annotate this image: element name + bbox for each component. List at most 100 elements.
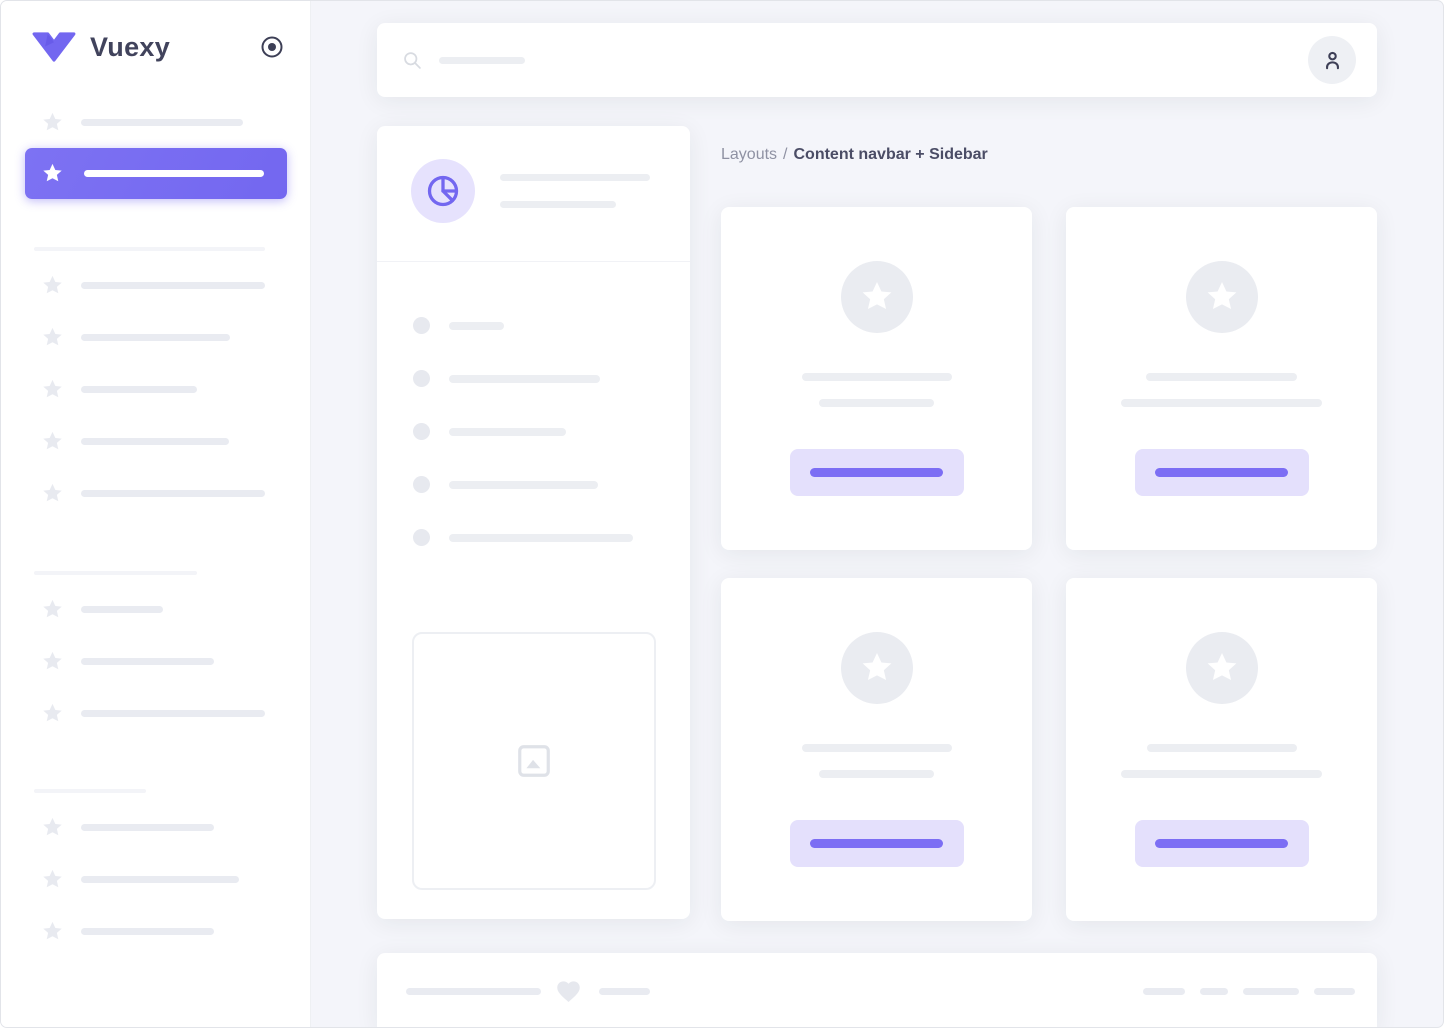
sidebar-nav — [1, 63, 310, 957]
title-placeholder-bar — [500, 174, 650, 181]
star-icon — [41, 920, 64, 943]
footer-link-placeholder — [1314, 987, 1355, 995]
sidebar-item-label-placeholder — [81, 385, 197, 393]
breadcrumb: Layouts / Content navbar + Sidebar — [721, 146, 1377, 164]
list-item-label-placeholder — [449, 533, 633, 542]
footer-text-placeholder — [599, 987, 650, 995]
card-action-button[interactable] — [789, 820, 964, 867]
sidebar-item[interactable] — [1, 635, 310, 687]
pie-chart-icon — [427, 175, 459, 207]
star-icon — [859, 650, 895, 686]
star-icon — [41, 111, 64, 134]
footer-link-placeholder — [1200, 987, 1228, 995]
list-item-label-placeholder — [449, 480, 598, 489]
button-label-placeholder — [1155, 839, 1288, 848]
card-title-placeholder — [1146, 744, 1297, 752]
sidebar-item-label-placeholder — [81, 875, 239, 883]
sidebar-section-header — [34, 247, 265, 251]
footer — [377, 953, 1377, 1027]
button-label-placeholder — [1155, 468, 1288, 477]
menu-pin-toggle[interactable] — [260, 35, 284, 59]
sidebar-item-label-placeholder — [81, 823, 214, 831]
sidebar-section-1 — [1, 259, 310, 519]
card-title-placeholder — [1146, 373, 1297, 381]
footer-links — [1143, 987, 1355, 995]
star-icon — [1204, 650, 1240, 686]
sidebar-item[interactable] — [1, 905, 310, 957]
list-item-label-placeholder — [449, 374, 600, 383]
sidebar-item[interactable] — [1, 311, 310, 363]
breadcrumb-current: Content navbar + Sidebar — [793, 146, 988, 163]
sidebar-item-label-placeholder — [81, 657, 214, 665]
list-item — [413, 529, 656, 546]
sidebar-section-header — [34, 789, 146, 793]
content-row: Layouts / Content navbar + Sidebar — [377, 126, 1377, 921]
user-avatar-button[interactable] — [1308, 36, 1356, 84]
detail-card — [377, 126, 690, 919]
list-item — [413, 423, 656, 440]
icon-badge — [411, 159, 475, 223]
star-icon — [41, 816, 64, 839]
avatar-placeholder — [1185, 632, 1258, 704]
footer-link-placeholder — [1243, 987, 1299, 995]
search-placeholder-bar — [439, 56, 525, 64]
demo-card — [1066, 578, 1377, 921]
star-icon — [41, 326, 64, 349]
card-action-button[interactable] — [1134, 820, 1309, 867]
demo-card — [721, 578, 1032, 921]
star-icon — [41, 378, 64, 401]
list-item-label-placeholder — [449, 321, 504, 330]
sidebar-item[interactable] — [1, 467, 310, 519]
star-icon — [41, 650, 64, 673]
list-item-label-placeholder — [449, 427, 566, 436]
user-icon — [1325, 51, 1339, 69]
sidebar-section-2 — [1, 583, 310, 739]
detail-card-header — [377, 126, 690, 223]
sidebar-item[interactable] — [1, 415, 310, 467]
sidebar-item[interactable] — [1, 687, 310, 739]
demo-card — [721, 207, 1032, 550]
sidebar-item[interactable] — [1, 96, 310, 148]
search-input[interactable] — [402, 50, 525, 71]
sidebar-item[interactable] — [1, 363, 310, 415]
sidebar-item-label-placeholder — [81, 709, 265, 717]
sidebar-item[interactable] — [1, 259, 310, 311]
sidebar-item-label-placeholder — [81, 489, 265, 497]
search-icon — [404, 51, 421, 69]
star-icon — [41, 868, 64, 891]
divider — [377, 261, 690, 262]
list-item-dot — [413, 476, 430, 493]
star-icon — [41, 274, 64, 297]
sidebar-item[interactable] — [1, 583, 310, 635]
avatar-placeholder — [1185, 261, 1258, 333]
list-item-dot — [413, 317, 430, 334]
sidebar-item-active[interactable] — [25, 148, 287, 199]
breadcrumb-separator: / — [783, 146, 788, 163]
card-subtitle-placeholder — [1121, 399, 1322, 407]
list-item-dot — [413, 529, 430, 546]
sidebar-item[interactable] — [1, 853, 310, 905]
footer-text-placeholder — [406, 987, 541, 995]
radio-dot-icon — [261, 36, 283, 58]
star-icon — [1204, 279, 1240, 315]
image-placeholder-box — [411, 632, 656, 890]
sidebar-item-label-placeholder — [81, 437, 229, 445]
card-action-button[interactable] — [789, 449, 964, 496]
detail-card-title-placeholders — [500, 174, 650, 208]
star-icon — [41, 430, 64, 453]
star-icon — [41, 702, 64, 725]
button-label-placeholder — [810, 839, 943, 848]
heart-icon — [557, 980, 580, 1002]
card-title-placeholder — [801, 373, 952, 381]
list-item — [413, 317, 656, 334]
cards-grid — [721, 207, 1377, 921]
sidebar-section-3 — [1, 801, 310, 957]
sidebar-item[interactable] — [1, 801, 310, 853]
sidebar-item-label-placeholder — [81, 118, 243, 126]
card-action-button[interactable] — [1134, 449, 1309, 496]
breadcrumb-parent[interactable]: Layouts — [721, 146, 778, 163]
card-subtitle-placeholder — [1121, 770, 1322, 778]
star-icon — [41, 598, 64, 621]
star-icon — [41, 482, 64, 505]
star-icon — [41, 162, 64, 185]
